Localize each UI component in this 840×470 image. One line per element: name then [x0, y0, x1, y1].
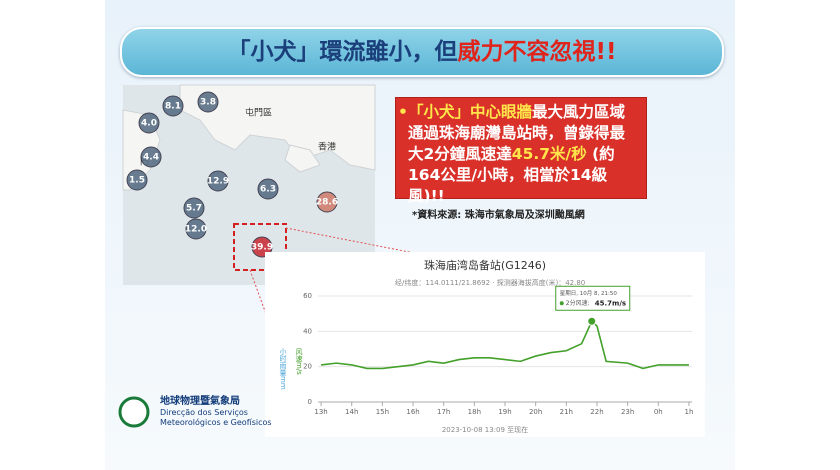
station-label: 4.0 [141, 119, 157, 129]
bullet: • [398, 103, 408, 121]
place-label: 屯門區 [245, 107, 272, 119]
tooltip-date: 星期日, 10月 8, 21:50 [560, 290, 618, 297]
highlight-point [587, 316, 597, 326]
y-tick-label: 60 [303, 292, 312, 300]
station [257, 178, 279, 200]
axis-label: 风速m/s [295, 348, 303, 375]
callout-text: (約164公里/小時，相當於14級風)!! [408, 145, 615, 205]
station [162, 95, 184, 117]
station-label: 4.4 [143, 153, 159, 163]
land [179, 84, 376, 171]
x-tick-label: 23h [621, 408, 634, 416]
title-banner: 「小犬」環流雖小，但威力不容忽視!! [120, 27, 724, 77]
station [183, 197, 205, 219]
tooltip-dot [559, 301, 564, 306]
station [140, 146, 162, 168]
station-label: 12.9 [207, 177, 229, 187]
chart-title: 珠海庙湾岛备站(G1246) [424, 258, 546, 272]
chart-footer: 2023-10-08 13:09 至现在 [442, 425, 528, 434]
station-label: 12.0 [185, 225, 207, 235]
y-tick-label: 40 [303, 327, 312, 335]
island [284, 144, 321, 173]
x-tick-label: 20h [529, 408, 542, 416]
station [185, 218, 207, 240]
station-label: 5.7 [186, 204, 202, 214]
y-tick-label: 0 [308, 398, 312, 406]
callout-text: 45.7米/秒 [511, 145, 587, 163]
callout-text: 最大風力區域通過珠海廟灣島站時，曾錄得最大2分鐘風速達 [408, 103, 626, 163]
axis-label: 小时雨量mm [279, 347, 287, 390]
station [126, 169, 148, 191]
station-label: 6.3 [260, 185, 276, 195]
x-tick-label: 16h [406, 408, 419, 416]
callout-text: 「小犬」中心眼牆 [408, 103, 533, 121]
x-tick-label: 1h [684, 408, 693, 416]
station [138, 112, 160, 134]
tooltip-label: 2分风速: [566, 299, 590, 307]
x-tick-label: 15h [376, 408, 389, 416]
title: 「小犬」環流雖小，但 [227, 39, 458, 65]
x-tick-label: 13h [314, 408, 327, 416]
highlight-box [233, 223, 287, 271]
station-label: 1.5 [129, 176, 145, 186]
station [197, 91, 219, 113]
logo-line: Meteorológicos e Geofísicos [160, 418, 272, 427]
x-tick-label: 19h [498, 408, 511, 416]
callout: • 「小犬」中心眼牆最大風力區域通過珠海廟灣島站時，曾錄得最大2分鐘風速達45.7… [395, 97, 647, 205]
x-tick-label: 0h [654, 408, 663, 416]
logo: 地球物理暨氣象局 Direcção dos Serviços Meteorológi… [160, 397, 272, 428]
station [316, 191, 338, 213]
x-tick-label: 18h [468, 408, 481, 416]
station [207, 170, 229, 192]
tooltip-value: 45.7m/s [595, 299, 626, 307]
y-tick-label: 20 [303, 363, 312, 371]
line [320, 319, 689, 370]
chart-panel [265, 252, 705, 437]
station-label: 39.9 [251, 243, 273, 253]
station-label: 8.1 [165, 102, 181, 112]
x-tick-label: 14h [345, 408, 358, 416]
station-label: 28.6 [316, 198, 338, 208]
tooltip [555, 285, 631, 311]
x-tick-label: 22h [590, 408, 603, 416]
logo-name: 地球物理暨氣象局 [160, 396, 240, 407]
place-label: 香港 [318, 141, 336, 153]
station-label: 3.8 [200, 98, 216, 108]
x-tick-label: 21h [560, 408, 573, 416]
title-emphasis: 威力不容忽視!! [457, 39, 617, 65]
chart-subtitle: 经/纬度：114.0111/21.8692 · 探测器海拔高度(米)：42.80 [395, 278, 585, 287]
x-tick-label: 17h [437, 408, 450, 416]
logo-line: Direcção dos Serviços [160, 408, 248, 417]
source: *資料來源: 珠海市氣象局及深圳颱風網 [412, 210, 585, 221]
